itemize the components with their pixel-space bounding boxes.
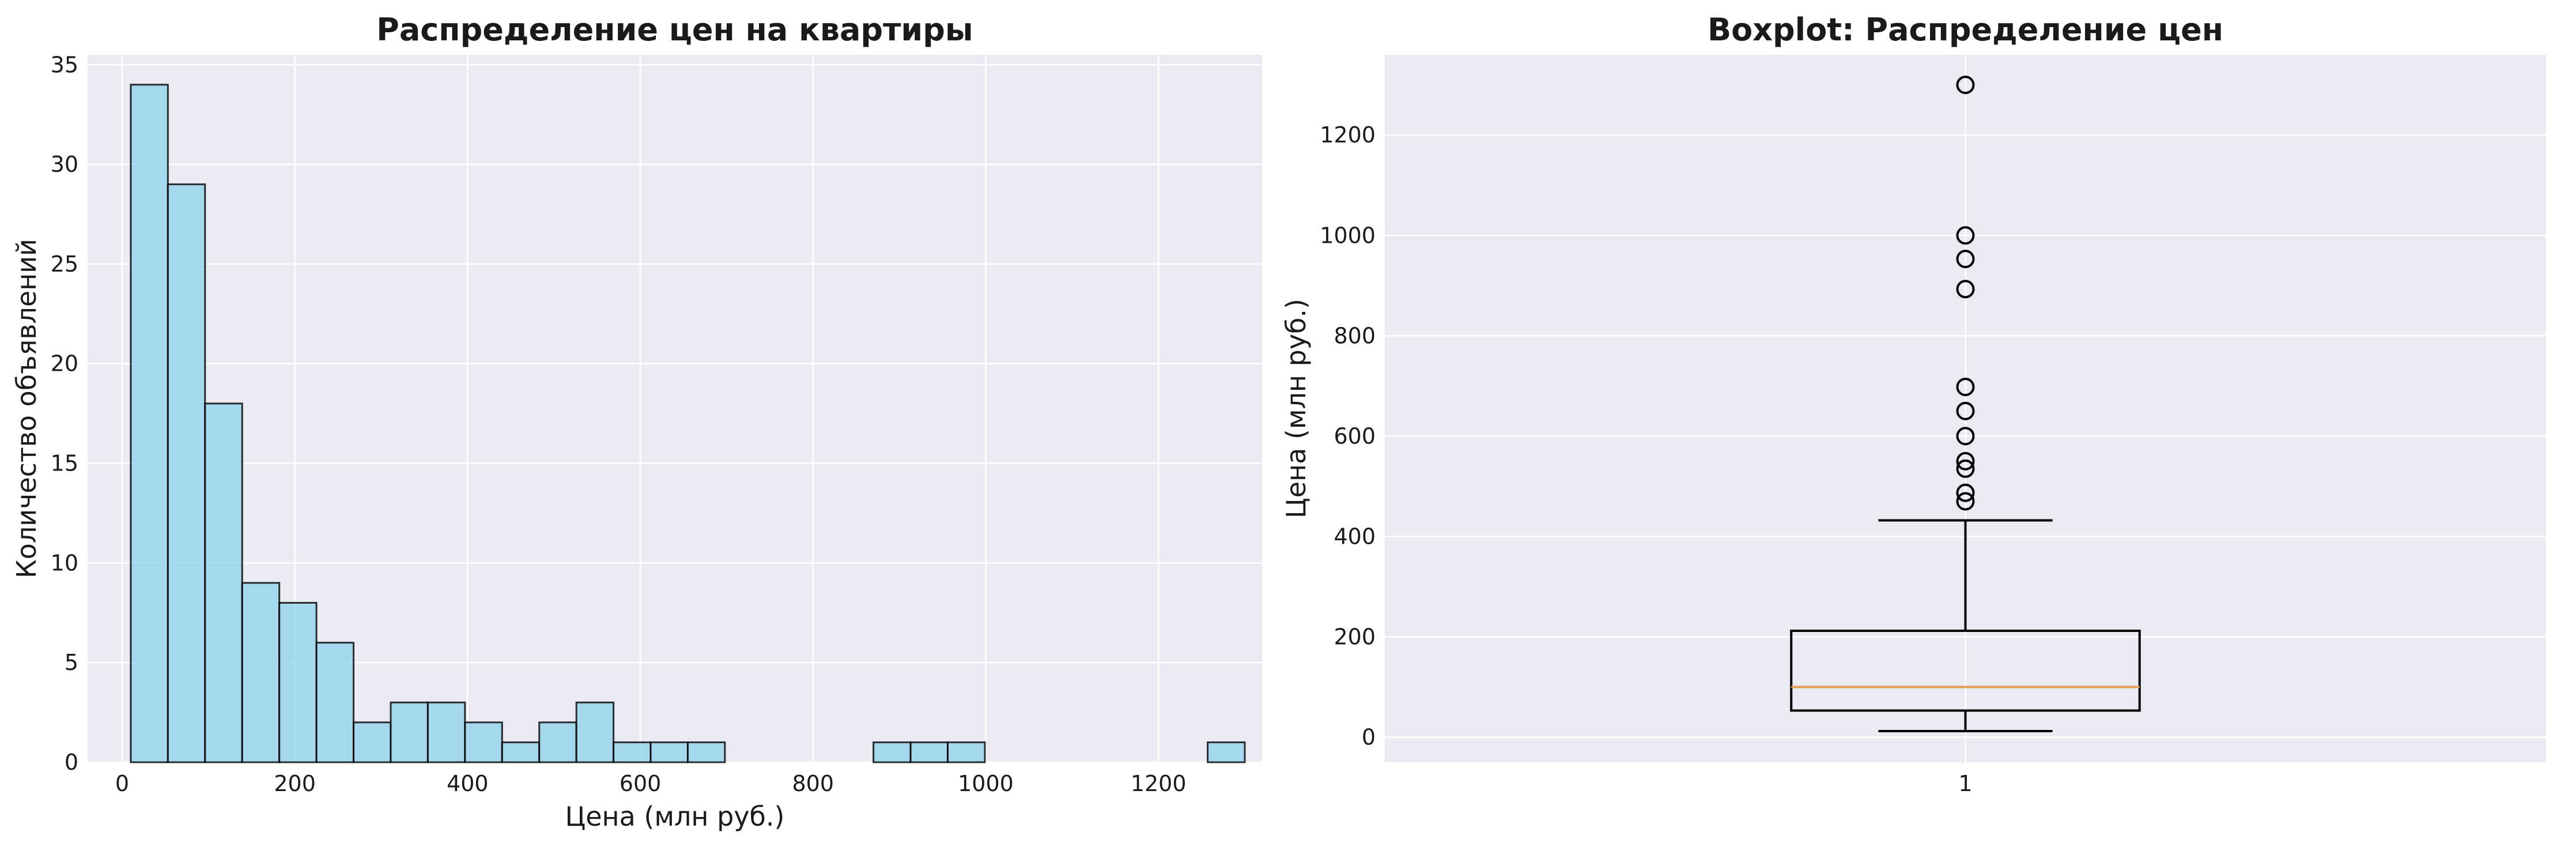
histogram-bar <box>501 741 541 763</box>
histogram-y-tick-label: 30 <box>51 152 78 177</box>
histogram-bar <box>241 582 281 763</box>
histogram-y-tick-label: 5 <box>65 650 78 675</box>
histogram-bar <box>1207 741 1246 763</box>
histogram-bar <box>390 701 429 763</box>
boxplot-y-ticks: 0 200 400 600 800 1000 1200 <box>1320 122 1376 750</box>
histogram-bar <box>686 741 726 763</box>
boxplot-outlier-point <box>1956 401 1975 420</box>
histogram-y-tick-label: 0 <box>65 750 78 775</box>
boxplot-outlier-point <box>1956 280 1975 299</box>
boxplot-box <box>1790 630 2141 712</box>
boxplot-outlier-point <box>1956 378 1975 397</box>
boxplot-outlier-point <box>1956 226 1975 245</box>
histogram-y-tick-label: 15 <box>51 451 78 476</box>
boxplot-y-axis-label: Цена (млн руб.) <box>1281 299 1312 518</box>
boxplot-outlier-point <box>1956 459 1975 478</box>
boxplot-y-tick-label: 200 <box>1334 624 1376 649</box>
histogram-bar <box>947 741 986 763</box>
histogram-x-tick-label: 1200 <box>1131 771 1187 796</box>
histogram-title: Распределение цен на квартиры <box>376 12 973 48</box>
boxplot-panel: 1 0 200 400 600 800 1000 1200 Boxplot: Распред… <box>1281 12 2546 796</box>
histogram-bar <box>872 741 912 763</box>
histogram-bar <box>538 721 577 763</box>
boxplot-x-ticks: 1 <box>1958 771 1972 796</box>
histogram-bar <box>353 721 392 763</box>
histogram-bar <box>426 701 466 763</box>
boxplot-grid <box>1385 55 2546 762</box>
histogram-panel: 0 200 400 600 800 1000 1200 0 5 10 15 20 25 30 35 Рас… <box>11 12 1262 832</box>
histogram-x-tick-label: 0 <box>115 771 129 796</box>
histogram-bar <box>909 741 949 763</box>
boxplot-y-tick-label: 0 <box>1362 724 1376 750</box>
boxplot-outlier-point <box>1956 451 1975 470</box>
histogram-y-tick-label: 35 <box>51 52 78 77</box>
histogram-bar <box>204 402 243 763</box>
histogram-x-tick-label: 800 <box>792 771 834 796</box>
boxplot-outlier-point <box>1956 492 1975 511</box>
histogram-x-tick-label: 400 <box>447 771 489 796</box>
boxplot-y-tick-label: 400 <box>1334 524 1376 549</box>
boxplot-outlier-point <box>1956 427 1975 446</box>
boxplot-y-tick-label: 1200 <box>1320 122 1376 148</box>
histogram-x-tick-label: 200 <box>274 771 316 796</box>
histogram-bar <box>130 84 169 763</box>
histogram-x-tick-label: 600 <box>620 771 662 796</box>
boxplot-x-tick-label: 1 <box>1958 771 1972 796</box>
histogram-y-tick-label: 10 <box>51 550 78 575</box>
histogram-bars <box>130 84 1246 763</box>
boxplot-title: Boxplot: Распределение цен <box>1708 12 2223 48</box>
boxplot-y-tick-label: 1000 <box>1320 223 1376 248</box>
histogram-bar <box>315 642 355 763</box>
histogram-y-ticks: 0 5 10 15 20 25 30 35 <box>51 52 78 775</box>
histogram-bar <box>575 701 615 763</box>
histogram-bar <box>167 183 206 763</box>
boxplot-outlier-point <box>1956 483 1975 502</box>
histogram-bar <box>613 741 652 763</box>
boxplot-outlier-point <box>1956 76 1975 95</box>
histogram-x-ticks: 0 200 400 600 800 1000 1200 <box>115 771 1187 796</box>
histogram-y-tick-label: 20 <box>51 351 78 377</box>
histogram-x-tick-label: 1000 <box>958 771 1014 796</box>
histogram-bar <box>649 741 689 763</box>
boxplot-outlier-point <box>1956 250 1975 269</box>
histogram-bar <box>278 601 318 763</box>
histogram-y-axis-label: Количество объявлений <box>11 239 42 578</box>
histogram-y-tick-label: 25 <box>51 251 78 277</box>
histogram-x-axis-label: Цена (млн руб.) <box>565 801 784 832</box>
boxplot-y-tick-label: 600 <box>1334 423 1376 449</box>
histogram-bar <box>464 721 503 763</box>
boxplot-y-tick-label: 800 <box>1334 323 1376 348</box>
boxplot-marks <box>1790 76 2141 733</box>
